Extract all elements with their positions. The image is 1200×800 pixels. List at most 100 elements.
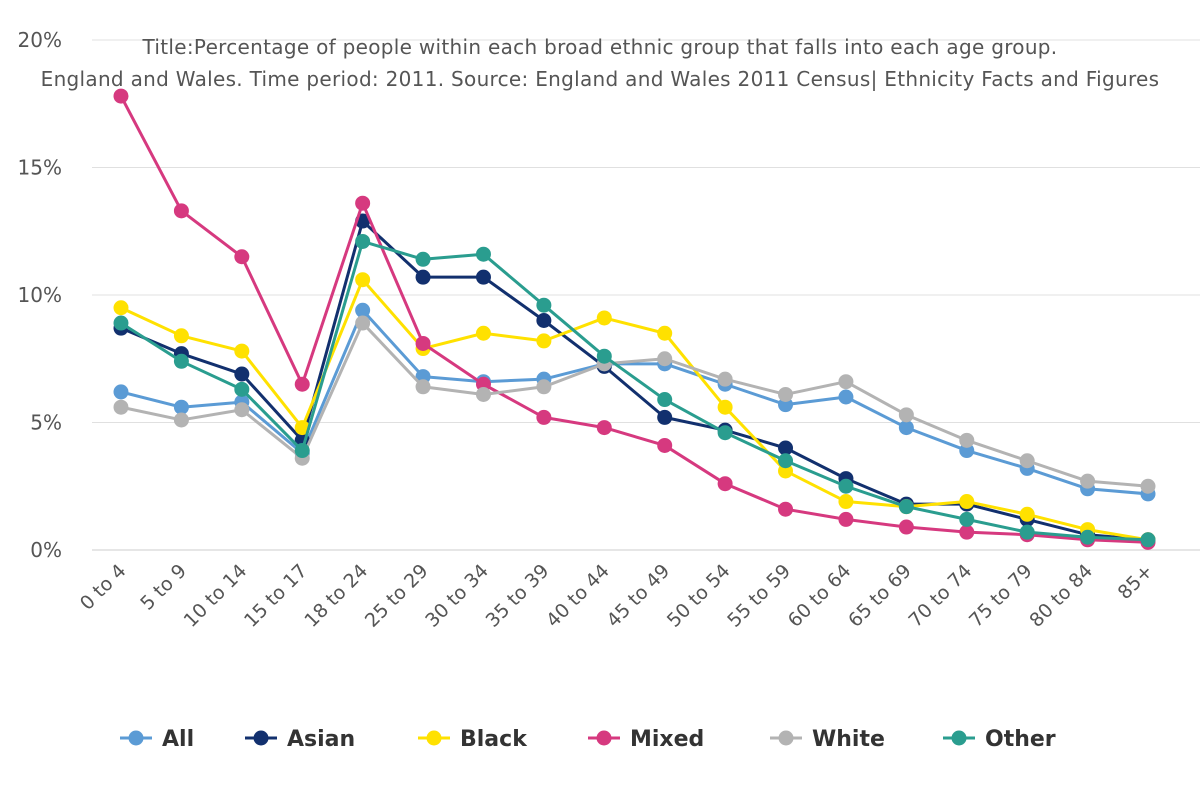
title-line-2: England and Wales. Time period: 2011. So…: [41, 67, 1160, 91]
data-point: [1080, 473, 1096, 489]
data-point: [234, 343, 250, 359]
data-point: [1140, 478, 1156, 494]
data-point: [415, 335, 431, 351]
data-point: [898, 407, 914, 423]
x-tick-label: 70 to 74: [905, 560, 977, 632]
legend-swatch-marker: [253, 730, 269, 746]
legend-item[interactable]: Other: [943, 727, 1056, 752]
data-point: [1019, 453, 1035, 469]
x-tick-label: 65 to 69: [844, 560, 916, 632]
legend-item[interactable]: Asian: [245, 727, 355, 752]
y-tick-label: 5%: [30, 411, 62, 435]
chart-title: Title:Percentage of people within each b…: [41, 35, 1160, 91]
data-point: [1140, 532, 1156, 548]
data-point: [536, 313, 552, 328]
x-tick-label: 35 to 39: [482, 560, 554, 632]
x-tick-label: 45 to 49: [602, 560, 674, 632]
legend-label: Asian: [287, 727, 355, 752]
legend-label: White: [812, 727, 885, 752]
data-point: [415, 379, 431, 395]
data-point: [234, 249, 250, 265]
data-point: [1019, 506, 1035, 522]
data-point: [234, 381, 250, 397]
x-tick-label: 75 to 79: [965, 560, 1037, 632]
data-point: [838, 494, 854, 510]
series-lines: [113, 88, 1156, 550]
y-axis-ticks: 0% 5% 10% 15% 20%: [18, 28, 62, 562]
data-point: [173, 353, 189, 369]
data-point: [959, 511, 975, 527]
legend-label: Other: [985, 727, 1056, 752]
x-tick-label: 40 to 44: [542, 560, 614, 632]
data-point: [959, 432, 975, 448]
series-line: [119, 278, 1150, 542]
data-point: [536, 379, 552, 395]
data-point: [294, 376, 310, 392]
data-point: [113, 315, 129, 331]
series-other: [113, 233, 1156, 548]
series-line: [119, 321, 1150, 488]
series-line: [119, 219, 1150, 542]
data-point: [959, 494, 975, 510]
data-point: [1019, 524, 1035, 540]
data-point: [657, 392, 673, 408]
legend-item[interactable]: Black: [418, 727, 528, 752]
legend-item[interactable]: Mixed: [588, 727, 704, 752]
legend-item[interactable]: White: [770, 727, 885, 752]
y-tick-label: 0%: [30, 538, 62, 562]
y-tick-label: 20%: [18, 28, 62, 52]
data-point: [717, 425, 733, 441]
x-tick-label: 55 to 59: [723, 560, 795, 632]
data-point: [657, 325, 673, 341]
legend-item[interactable]: All: [120, 727, 194, 752]
data-point: [898, 519, 914, 535]
data-point: [234, 402, 250, 418]
data-point: [355, 195, 371, 211]
data-point: [173, 328, 189, 344]
series-line: [119, 308, 1150, 496]
x-tick-label: 60 to 64: [784, 560, 856, 632]
data-point: [898, 420, 914, 436]
legend-label: Mixed: [630, 727, 704, 752]
grid-lines: [92, 39, 1200, 551]
data-point: [173, 399, 189, 415]
data-point: [234, 366, 250, 382]
data-point: [475, 325, 491, 341]
legend-swatch-marker: [128, 730, 144, 746]
data-point: [657, 409, 673, 425]
series-asian: [113, 213, 1156, 548]
x-tick-label: 85+: [1114, 560, 1158, 604]
data-point: [294, 443, 310, 459]
series-white: [113, 315, 1156, 494]
series-all: [113, 302, 1156, 502]
data-point: [355, 272, 371, 288]
data-point: [355, 233, 371, 249]
data-point: [415, 269, 431, 285]
legend-swatch-marker: [426, 730, 442, 746]
data-point: [113, 300, 129, 316]
x-tick-label: 30 to 34: [421, 560, 493, 632]
data-point: [959, 524, 975, 540]
data-point: [838, 511, 854, 527]
data-point: [173, 203, 189, 219]
data-point: [536, 409, 552, 425]
legend-swatch-marker: [778, 730, 794, 746]
x-tick-label: 18 to 24: [300, 560, 372, 632]
data-point: [355, 315, 371, 331]
x-tick-label: 0 to 4: [76, 560, 131, 615]
data-point: [778, 501, 794, 517]
data-point: [838, 478, 854, 494]
x-tick-label: 15 to 17: [240, 560, 312, 632]
data-point: [536, 297, 552, 313]
data-point: [717, 371, 733, 387]
legend-swatch-marker: [596, 730, 612, 746]
x-tick-label: 10 to 14: [180, 560, 252, 632]
title-line-1: Title:Percentage of people within each b…: [142, 35, 1058, 59]
legend-swatch-marker: [951, 730, 967, 746]
data-point: [113, 384, 129, 400]
data-point: [717, 476, 733, 492]
series-line: [119, 239, 1150, 542]
data-point: [475, 246, 491, 262]
